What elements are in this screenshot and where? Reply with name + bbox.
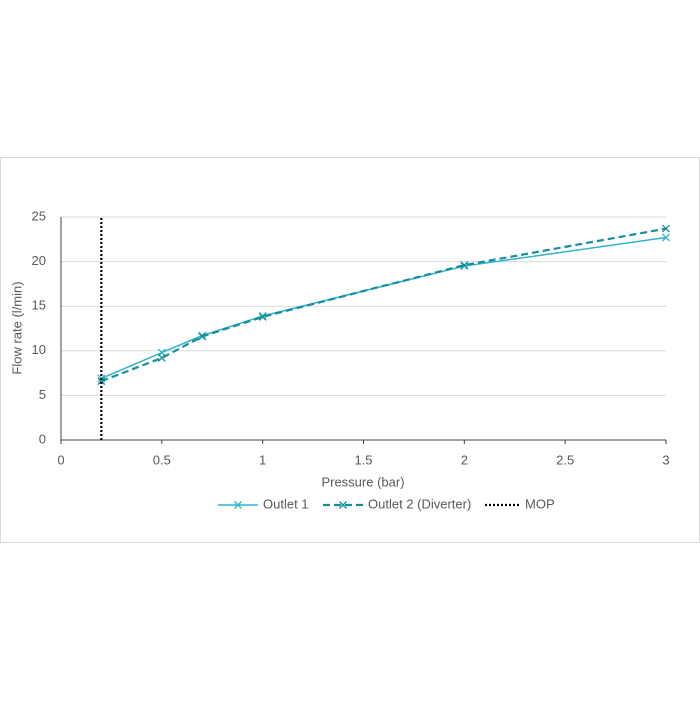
- x-axis-title: Pressure (bar): [321, 474, 404, 489]
- x-tick-label: 1.5: [354, 452, 372, 467]
- point-marker: [97, 377, 106, 386]
- x-tick-label: 2: [461, 452, 468, 467]
- y-tick-label: 15: [32, 298, 46, 313]
- x-tick-label: 0: [57, 452, 64, 467]
- point-marker: [258, 312, 267, 321]
- y-tick-label: 25: [32, 208, 46, 223]
- point-marker: [157, 353, 166, 362]
- y-axis-title: Flow rate (l/min): [9, 281, 24, 374]
- y-tick-label: 0: [39, 431, 46, 446]
- y-tick-label: 20: [32, 253, 46, 268]
- legend-label: Outlet 2 (Diverter): [368, 496, 471, 511]
- chart-frame: [0, 157, 700, 543]
- point-marker: [460, 261, 469, 270]
- x-tick-label: 2.5: [556, 452, 574, 467]
- x-tick-label: 0.5: [153, 452, 171, 467]
- series-line: [101, 236, 667, 380]
- legend-label: MOP: [525, 496, 555, 511]
- y-tick-label: 5: [39, 387, 46, 402]
- legend-label: Outlet 1: [263, 496, 309, 511]
- point-marker: [662, 224, 670, 233]
- legend-marker: [339, 501, 347, 509]
- x-tick-label: 1: [259, 452, 266, 467]
- y-tick-label: 10: [32, 342, 46, 357]
- x-tick-label: 3: [662, 452, 669, 467]
- point-marker: [198, 332, 207, 341]
- point-marker: [662, 233, 670, 242]
- legend-marker: [234, 501, 242, 509]
